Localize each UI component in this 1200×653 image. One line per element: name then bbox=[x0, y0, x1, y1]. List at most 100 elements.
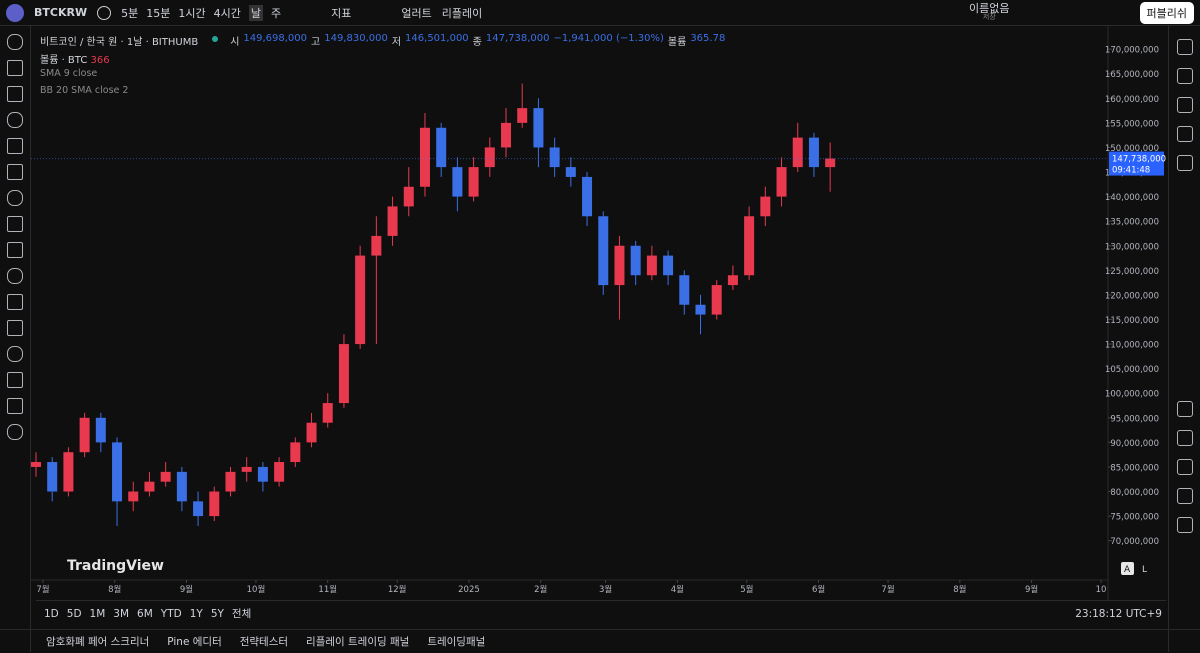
panel-icon[interactable] bbox=[1177, 155, 1193, 171]
candle-body bbox=[112, 442, 123, 502]
range-button[interactable]: 1M bbox=[89, 607, 106, 620]
interval[interactable]: 날 bbox=[248, 4, 263, 21]
volume-study[interactable]: 볼륨 · BTC 366 bbox=[40, 51, 110, 66]
range-button[interactable]: 5D bbox=[66, 607, 82, 620]
tool-icon[interactable] bbox=[7, 320, 23, 336]
range-button[interactable]: 전체 bbox=[231, 608, 252, 620]
tool-icon[interactable] bbox=[7, 398, 23, 414]
panel-icon[interactable] bbox=[1177, 401, 1193, 417]
y-tick-label: 150,000,000 bbox=[1105, 144, 1159, 154]
panel-tab[interactable]: 트레이딩패널 bbox=[427, 636, 486, 648]
candle-body bbox=[47, 462, 58, 492]
symbol[interactable]: BTCKRW bbox=[34, 6, 88, 19]
candle-body bbox=[241, 466, 252, 472]
panel-icon[interactable] bbox=[1177, 430, 1193, 446]
tool-icon[interactable] bbox=[7, 112, 23, 128]
scale-auto-bg bbox=[1121, 562, 1134, 575]
tool-icon[interactable] bbox=[7, 216, 23, 232]
candle-body bbox=[338, 344, 349, 404]
panel-icon[interactable] bbox=[1177, 488, 1193, 504]
interval[interactable]: 4시간 bbox=[213, 6, 241, 20]
interval[interactable]: 1시간 bbox=[178, 6, 206, 20]
last-price-badge bbox=[1109, 151, 1164, 176]
panel-icon[interactable] bbox=[1177, 517, 1193, 533]
replay[interactable]: 리플레이 bbox=[441, 6, 483, 20]
candle-body bbox=[484, 147, 495, 168]
candle-body bbox=[209, 491, 220, 517]
clock: 23:18:12 UTC+9 bbox=[1075, 607, 1162, 620]
tool-icon[interactable] bbox=[7, 86, 23, 102]
y-tick-label: 80,000,000 bbox=[1110, 488, 1159, 498]
panel-icon[interactable] bbox=[1177, 126, 1193, 142]
panel-icon[interactable] bbox=[1177, 459, 1193, 475]
tool-icon[interactable] bbox=[7, 424, 23, 440]
volume-study-name: 볼륨 · BTC bbox=[40, 55, 88, 66]
candle-body bbox=[387, 206, 398, 236]
y-tick-label: 140,000,000 bbox=[1105, 193, 1159, 203]
tool-icon[interactable] bbox=[7, 34, 23, 50]
x-tick-label: 4월 bbox=[671, 584, 684, 595]
range-button[interactable]: YTD bbox=[160, 607, 182, 620]
x-tick-label: 11월 bbox=[318, 584, 337, 595]
candle-body bbox=[176, 471, 187, 502]
legend: 비트코인 / 한국 원 · 1날 · BITHUMB 시 149,698,000 … bbox=[40, 33, 725, 48]
y-tick-label: 125,000,000 bbox=[1105, 267, 1159, 277]
top-toolbar: BTCKRW 5분 15분 1시간 4시간 날 주 지표 얼러트 리플레이 이름없음 저장 … bbox=[0, 0, 1200, 26]
interval[interactable]: 주 bbox=[270, 6, 282, 20]
panel-tab[interactable]: Pine 에디터 bbox=[167, 636, 222, 648]
x-tick-label: 2025 bbox=[458, 585, 480, 595]
range-button[interactable]: 1D bbox=[44, 607, 59, 620]
y-tick-label: 120,000,000 bbox=[1105, 291, 1159, 301]
tool-icon[interactable] bbox=[7, 294, 23, 310]
candle-body bbox=[776, 167, 787, 197]
candle-body bbox=[727, 275, 738, 286]
layout[interactable]: 이름없음 저장 bbox=[969, 3, 1009, 22]
tool-icon[interactable] bbox=[7, 164, 23, 180]
tool-icon[interactable] bbox=[7, 372, 23, 388]
alert[interactable]: 얼러트 bbox=[401, 6, 432, 20]
tool-icon[interactable] bbox=[7, 60, 23, 76]
drawing-toolbar bbox=[0, 26, 31, 652]
sma-study[interactable]: SMA 9 close bbox=[40, 68, 98, 79]
panel-tab[interactable]: 리플레이 트레이딩 패널 bbox=[306, 636, 410, 648]
volume-study-value: 366 bbox=[90, 55, 110, 66]
range-button[interactable]: 3M bbox=[113, 607, 130, 620]
y-tick-label: 135,000,000 bbox=[1105, 218, 1159, 228]
candle-body bbox=[825, 158, 836, 168]
panel-icon[interactable] bbox=[1177, 97, 1193, 113]
candle-body bbox=[468, 167, 479, 197]
candle-body bbox=[452, 167, 463, 197]
range-button[interactable]: 5Y bbox=[210, 607, 224, 620]
add-symbol[interactable] bbox=[97, 5, 112, 20]
candle-body bbox=[63, 452, 74, 492]
tool-icon[interactable] bbox=[7, 138, 23, 154]
low: 146,501,000 bbox=[405, 33, 469, 44]
candle-body bbox=[160, 471, 171, 482]
x-tick-label: 8월 bbox=[108, 584, 121, 595]
x-tick-label: 7월 bbox=[36, 584, 49, 595]
tool-icon[interactable] bbox=[7, 346, 23, 362]
bb-study[interactable]: BB 20 SMA close 2 bbox=[40, 85, 129, 96]
range-button[interactable]: 6M bbox=[137, 607, 153, 620]
last-price-label: 147,738,000 bbox=[1112, 155, 1166, 165]
panel-icon[interactable] bbox=[1177, 68, 1193, 84]
avatar[interactable] bbox=[6, 3, 24, 22]
panel-tab[interactable]: 전략테스터 bbox=[239, 636, 289, 648]
tool-icon[interactable] bbox=[7, 242, 23, 258]
close: 147,738,000 bbox=[485, 33, 550, 44]
publish[interactable]: 퍼블리쉬 bbox=[1139, 1, 1194, 24]
interval[interactable]: 15분 bbox=[146, 6, 171, 20]
indicators[interactable]: 지표 bbox=[331, 6, 352, 20]
y-tick-label: 155,000,000 bbox=[1105, 119, 1159, 129]
panel-icon[interactable] bbox=[1177, 39, 1193, 55]
x-tick-label: 12월 bbox=[388, 584, 407, 595]
y-tick-label: 100,000,000 bbox=[1105, 390, 1159, 400]
candle-body bbox=[663, 255, 674, 276]
candle-body bbox=[144, 481, 155, 492]
tool-icon[interactable] bbox=[7, 268, 23, 284]
tool-icon[interactable] bbox=[7, 190, 23, 206]
range-button[interactable]: 1Y bbox=[189, 607, 203, 620]
panel-tab[interactable]: 암호화폐 페어 스크리너 bbox=[46, 636, 150, 648]
interval[interactable]: 5분 bbox=[121, 6, 139, 20]
scale-log: L bbox=[1142, 565, 1147, 575]
